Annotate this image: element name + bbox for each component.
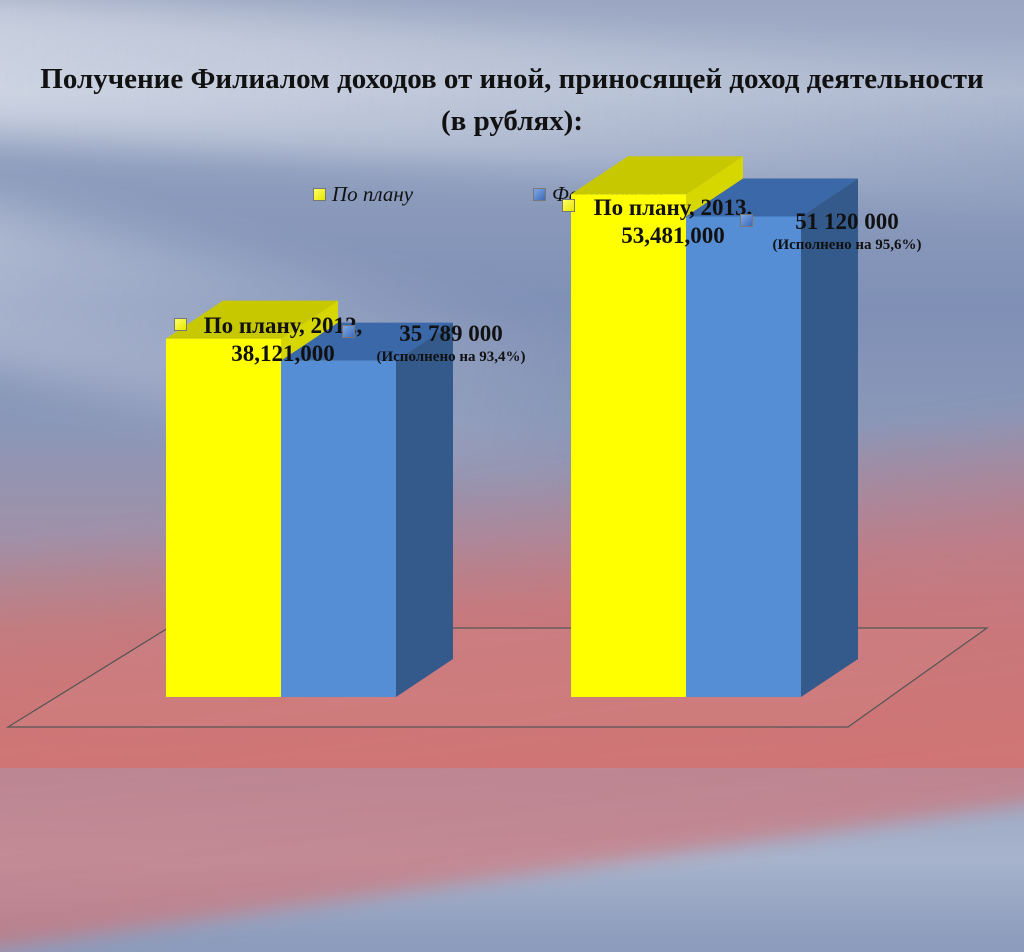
data-label-fact-note-2013: (Исполнено на 95,6%) xyxy=(772,237,922,253)
legend-label-plan: По плану xyxy=(332,182,414,206)
bar-fact-2012 xyxy=(281,360,396,697)
legend-swatch-plan xyxy=(313,188,326,201)
bar-side-fact-2012 xyxy=(396,322,453,697)
bar-fact-2013 xyxy=(686,216,801,698)
bar-top-fact-2012 xyxy=(281,322,453,361)
data-label-swatch-plan xyxy=(562,199,575,212)
data-label-swatch-fact xyxy=(342,325,355,338)
data-label-fact-note-2012: (Исполнено на 93,4%) xyxy=(376,349,526,365)
bar-plan-2013 xyxy=(571,194,686,697)
data-label-plan-2013: По плану, 2013, 53,481,000 xyxy=(593,195,753,248)
bar-top-fact-2013 xyxy=(686,178,858,217)
data-label-plan-2012: По плану, 2012, 38,121,000 xyxy=(203,313,363,366)
data-label-fact-2012: 35 789 000 (Исполнено на 93,4%) xyxy=(356,320,546,366)
bar-top-plan-2013 xyxy=(571,156,743,195)
legend-swatch-fact xyxy=(533,188,546,201)
bar-top-plan-2012 xyxy=(166,300,338,339)
bar-side-fact-2013 xyxy=(801,178,858,698)
data-label-swatch-plan xyxy=(174,318,187,331)
legend-item-plan: По плану xyxy=(313,182,413,207)
bar-chart xyxy=(5,156,989,728)
data-label-fact-2013: 51 120 000 (Исполнено на 95,6%) xyxy=(752,208,942,254)
data-label-fact-value-2013: 51 120 000 xyxy=(795,209,899,234)
data-label-swatch-fact xyxy=(740,214,753,227)
bar-plan-2012 xyxy=(166,338,281,697)
slide-title: Получение Филиалом доходов от иной, прин… xyxy=(40,63,984,137)
data-label-fact-value-2012: 35 789 000 xyxy=(399,321,503,346)
